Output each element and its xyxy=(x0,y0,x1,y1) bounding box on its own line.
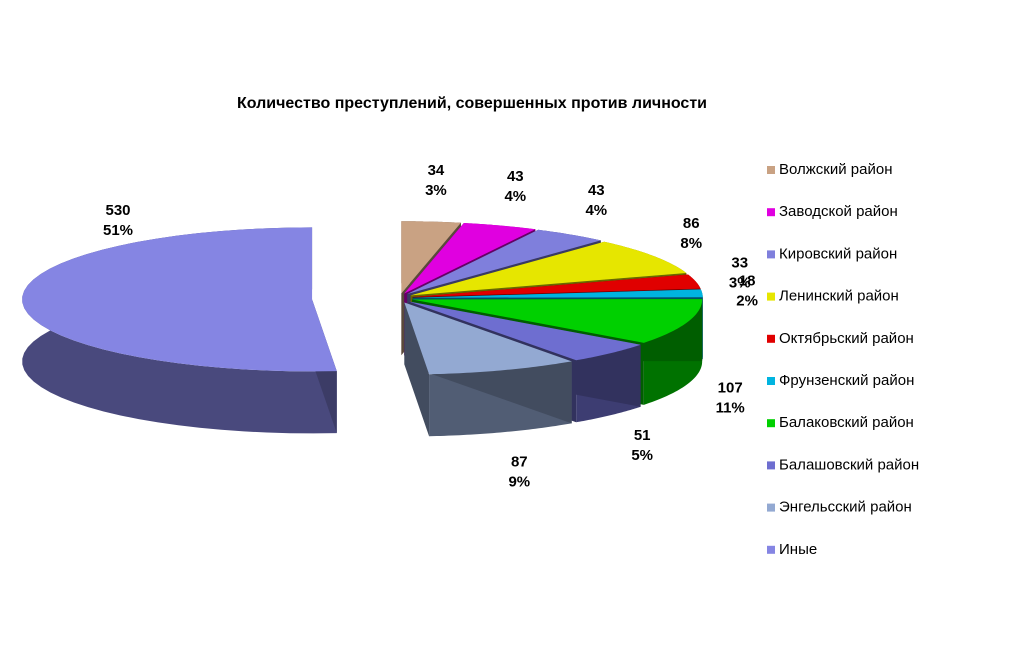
value-label: 43 xyxy=(507,168,524,185)
slice xyxy=(412,274,701,297)
value-label: 87 xyxy=(511,454,528,471)
legend-label: Ленинский район xyxy=(779,288,899,305)
legend-swatch xyxy=(767,334,775,343)
percent-label: 5% xyxy=(631,447,653,464)
slice xyxy=(22,227,337,372)
percent-label: 3% xyxy=(425,182,447,199)
slice xyxy=(401,221,461,294)
percent-label: 3% xyxy=(729,274,751,291)
value-label: 530 xyxy=(105,202,130,219)
percent-label: 4% xyxy=(504,188,526,205)
legend-swatch xyxy=(767,292,775,301)
legend-swatch xyxy=(767,461,775,470)
legend-swatch xyxy=(767,545,775,554)
legend-label: Балашовский район xyxy=(779,456,919,473)
value-label: 34 xyxy=(428,162,445,179)
legend-swatch xyxy=(767,250,775,259)
legend-swatch xyxy=(767,503,775,512)
slice xyxy=(404,302,572,375)
percent-label: 11% xyxy=(716,399,745,416)
tops xyxy=(22,221,703,375)
slice xyxy=(412,299,703,343)
legend-label: Кировский район xyxy=(779,245,897,262)
legend-swatch xyxy=(767,419,775,428)
slice xyxy=(407,229,601,295)
percent-label: 2% xyxy=(736,293,758,310)
value-label: 86 xyxy=(683,215,700,232)
legend-label: Энгельсский район xyxy=(779,499,912,516)
slice xyxy=(408,301,641,361)
legend-label: Иные xyxy=(779,541,817,558)
labels: 343%434% 434%868%333%182%10711%515%879%53… xyxy=(103,162,758,491)
slice xyxy=(412,289,703,298)
slice-edge xyxy=(404,302,430,437)
legend-label: Октябрьский район xyxy=(779,330,914,347)
percent-label: 9% xyxy=(508,474,530,491)
legend-label: Фрунзенский район xyxy=(779,372,914,389)
legend-swatch xyxy=(767,377,775,385)
percent-label: 4% xyxy=(585,202,607,219)
value-label: 51 xyxy=(634,427,651,444)
value-label: 18 xyxy=(739,273,756,290)
legend-swatch xyxy=(767,166,775,174)
value-label: 43 xyxy=(588,182,605,199)
legend-label: Балаковский район xyxy=(779,414,914,431)
slice xyxy=(410,241,687,296)
legend-label: Волжский район xyxy=(779,161,892,178)
slice xyxy=(404,223,536,294)
legend-swatch xyxy=(767,208,775,217)
value-label: 107 xyxy=(718,379,743,396)
percent-label: 8% xyxy=(680,235,702,252)
percent-label: 51% xyxy=(103,222,133,239)
chart-title: Количество преступлений, совершенных про… xyxy=(237,95,707,112)
legend-label: Заводской район xyxy=(779,203,898,220)
value-label: 33 xyxy=(731,254,748,271)
